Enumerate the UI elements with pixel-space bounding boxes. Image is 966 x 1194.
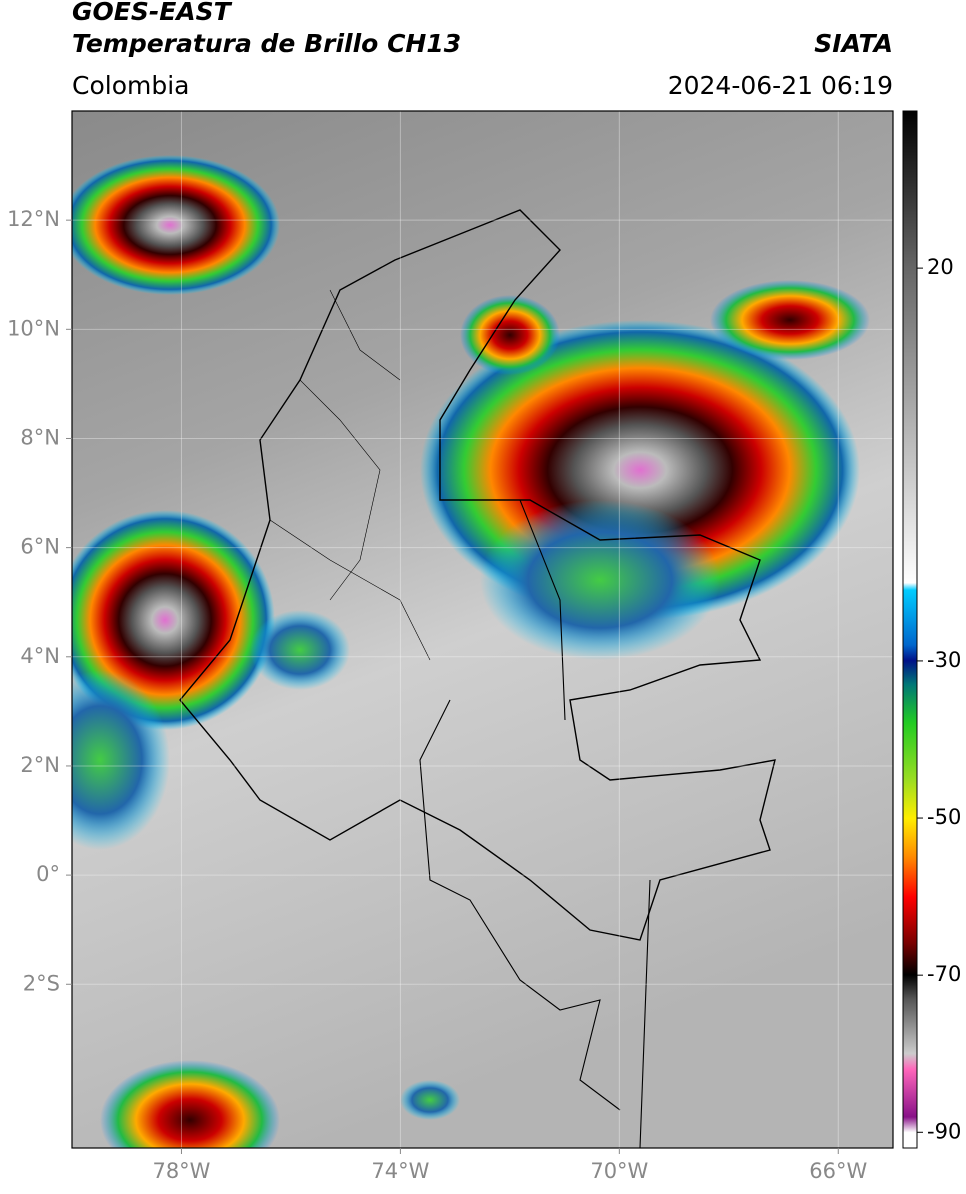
y-tick-label: 0° — [36, 862, 60, 886]
colorbar — [902, 110, 918, 1149]
y-tick-label: 2°N — [20, 753, 60, 777]
x-tick-label: 70°W — [590, 1159, 648, 1183]
y-tick-label: 8°N — [20, 425, 60, 449]
subtitle: Temperatura de Brillo CH13 — [72, 29, 461, 58]
imagery — [72, 111, 893, 1148]
y-tick-label: 4°N — [20, 644, 60, 668]
colorbar-tick-label: 20 — [927, 255, 954, 279]
y-tick-label: 2°S — [23, 971, 60, 995]
y-tick-label: 10°N — [7, 316, 60, 340]
source: SIATA — [814, 29, 893, 58]
y-tick-label: 6°N — [20, 535, 60, 559]
region: Colombia — [72, 71, 189, 100]
colorbar-tick-label: -30 — [927, 648, 961, 672]
y-tick-label: 12°N — [7, 207, 60, 231]
colorbar-tick-label: -90 — [927, 1119, 961, 1143]
colorbar-tick-label: -70 — [927, 962, 961, 986]
datetime: 2024-06-21 06:19 — [668, 71, 893, 100]
x-tick-label: 74°W — [371, 1159, 429, 1183]
colorbar-tick-label: -50 — [927, 805, 961, 829]
grid — [72, 111, 893, 1148]
map-frame — [71, 110, 894, 1149]
title: GOES-EAST — [72, 0, 233, 26]
x-tick-label: 78°W — [152, 1159, 210, 1183]
x-tick-label: 66°W — [809, 1159, 867, 1183]
